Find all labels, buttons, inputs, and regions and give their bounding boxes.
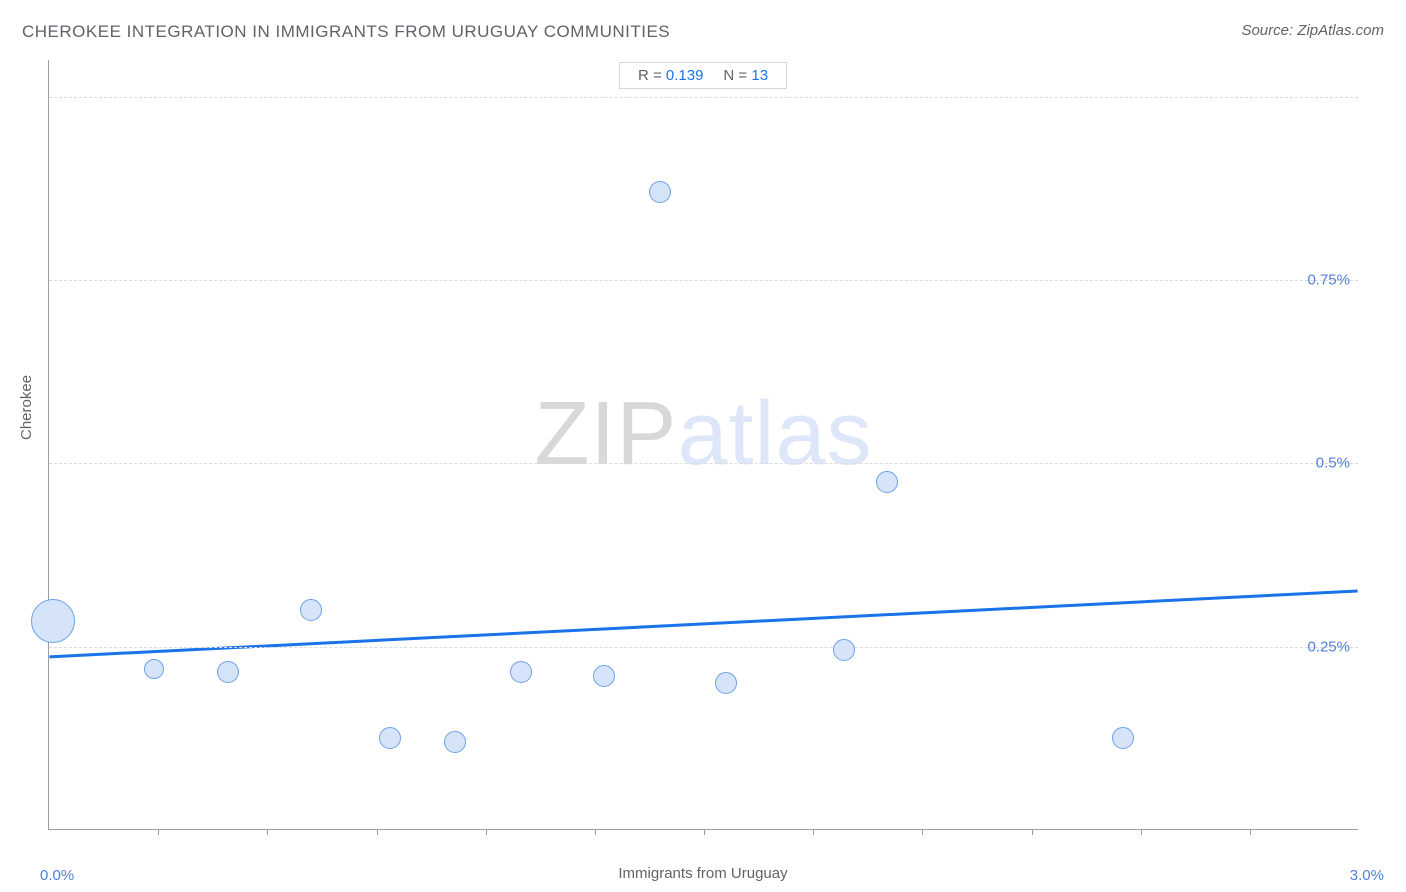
- x-tick: [377, 829, 378, 835]
- data-point: [715, 672, 737, 694]
- y-tick-label: 0.5%: [1316, 455, 1350, 472]
- data-point: [510, 661, 532, 683]
- y-tick-label: 0.75%: [1307, 272, 1350, 289]
- x-tick: [813, 829, 814, 835]
- data-point: [217, 661, 239, 683]
- data-point: [31, 599, 75, 643]
- x-tick: [1250, 829, 1251, 835]
- x-tick: [486, 829, 487, 835]
- data-point: [876, 471, 898, 493]
- source-attribution: Source: ZipAtlas.com: [1241, 22, 1384, 39]
- x-tick: [1032, 829, 1033, 835]
- trend-svg: [49, 60, 1358, 829]
- x-max-label: 3.0%: [1350, 867, 1384, 884]
- stats-box: R = 0.139 N = 13: [619, 62, 787, 89]
- y-tick-label: 0.25%: [1307, 638, 1350, 655]
- x-tick: [267, 829, 268, 835]
- data-point: [593, 665, 615, 687]
- data-point: [649, 181, 671, 203]
- x-tick: [158, 829, 159, 835]
- x-tick: [595, 829, 596, 835]
- x-tick: [1141, 829, 1142, 835]
- data-point: [379, 727, 401, 749]
- data-point: [444, 731, 466, 753]
- gridline: [49, 463, 1358, 464]
- data-point: [833, 639, 855, 661]
- stat-r-value: 0.139: [666, 67, 704, 84]
- stat-n-value: 13: [751, 67, 768, 84]
- plot-area: ZIPatlas 0.25%0.5%0.75%: [48, 60, 1358, 830]
- data-point: [144, 659, 164, 679]
- data-point: [1112, 727, 1134, 749]
- gridline: [49, 97, 1358, 98]
- stat-r-label: R =: [638, 67, 662, 84]
- x-tick: [704, 829, 705, 835]
- stat-n: N = 13: [723, 67, 768, 84]
- data-point: [300, 599, 322, 621]
- gridline: [49, 647, 1358, 648]
- stat-r: R = 0.139: [638, 67, 703, 84]
- x-min-label: 0.0%: [40, 867, 74, 884]
- x-tick: [922, 829, 923, 835]
- x-axis-label: Immigrants from Uruguay: [618, 865, 787, 882]
- stat-n-label: N =: [723, 67, 747, 84]
- y-axis-label: Cherokee: [18, 375, 35, 440]
- gridline: [49, 280, 1358, 281]
- chart-title: CHEROKEE INTEGRATION IN IMMIGRANTS FROM …: [22, 22, 670, 42]
